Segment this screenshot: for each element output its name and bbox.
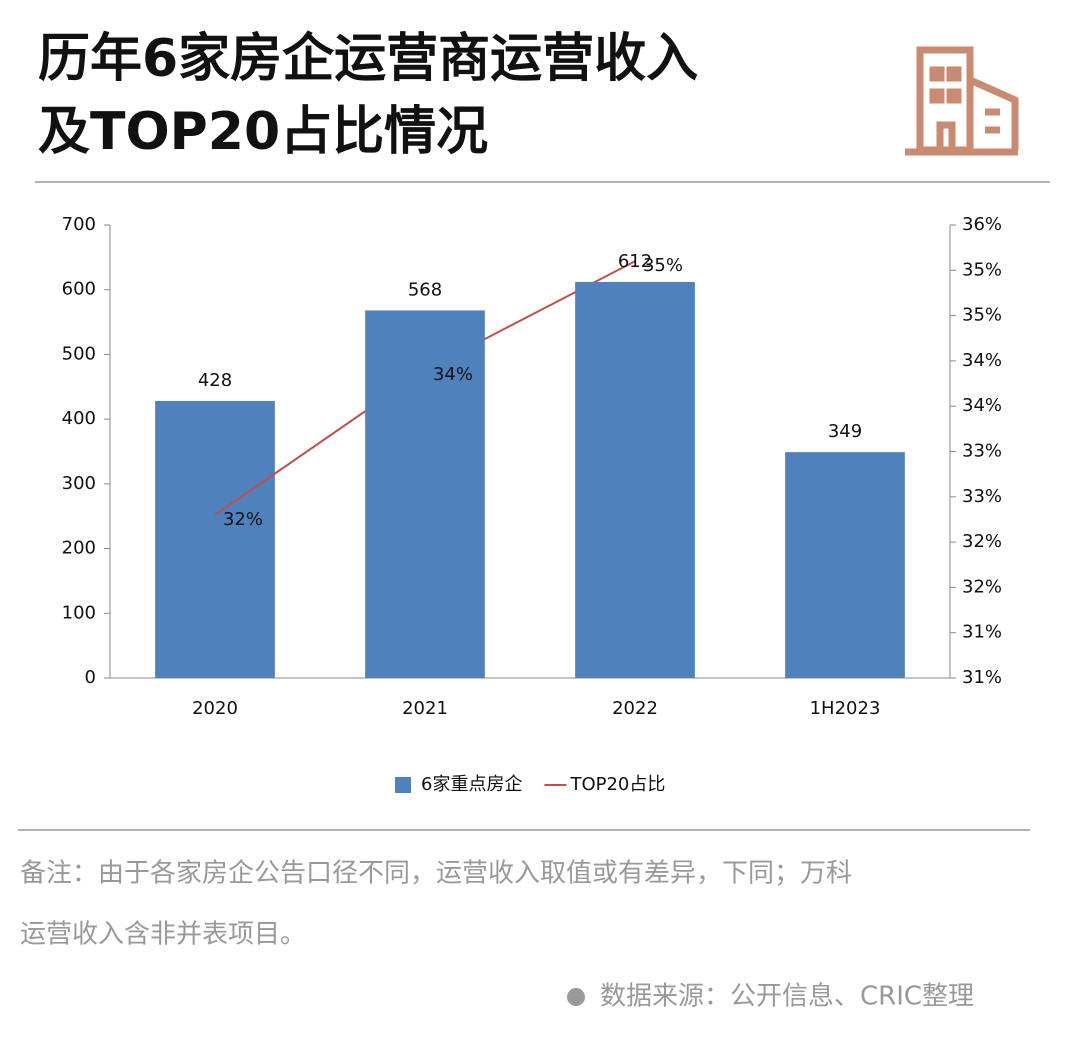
y-tick-label: 200 — [62, 538, 96, 559]
bar — [785, 452, 905, 678]
y-tick-label: 300 — [62, 473, 96, 494]
x-tick-label: 2022 — [612, 698, 658, 719]
note: 备注：由于各家房企公告口径不同，运营收入取值或有差异，下同；万科 — [20, 859, 852, 889]
x-tick-label: 2021 — [402, 698, 448, 719]
y-tick-label: 600 — [62, 279, 96, 300]
y2-tick-label: 34% — [962, 395, 1002, 416]
note: 运营收入含非并表项目。 — [20, 920, 306, 950]
y2-tick-label: 35% — [962, 259, 1002, 280]
data-label: 349 — [828, 421, 862, 442]
y2-tick-label: 36% — [962, 214, 1002, 235]
bar — [365, 310, 485, 678]
data-label: 32% — [223, 509, 263, 530]
y2-tick-label: 31% — [962, 667, 1002, 688]
y2-tick-label: 31% — [962, 622, 1002, 643]
building-icon — [905, 46, 1019, 156]
data-label: 35% — [643, 255, 683, 276]
y2-tick-label: 35% — [962, 305, 1002, 326]
bar — [575, 281, 695, 678]
y-tick-label: 400 — [62, 408, 96, 429]
legend-label: 6家重点房企 — [421, 774, 522, 795]
legend-label: TOP20占比 — [569, 774, 665, 795]
y-tick-label: 500 — [62, 343, 96, 364]
y-tick-label: 0 — [85, 667, 96, 688]
x-tick-label: 2020 — [192, 698, 238, 719]
chart-title: 及TOP20占比情况 — [38, 102, 488, 162]
x-tick-label: 1H2023 — [810, 698, 881, 719]
y2-tick-label: 33% — [962, 486, 1002, 507]
data-label: 568 — [408, 279, 442, 300]
bar — [155, 401, 275, 678]
data-label: 612 — [618, 251, 652, 272]
source: 数据来源：公开信息、CRIC整理 — [600, 982, 974, 1012]
chart-title: 历年6家房企运营商运营收入 — [38, 29, 698, 89]
y-tick-label: 700 — [62, 214, 96, 235]
data-label: 428 — [198, 370, 232, 391]
y2-tick-label: 32% — [962, 576, 1002, 597]
y-tick-label: 100 — [62, 602, 96, 623]
y2-tick-label: 34% — [962, 350, 1002, 371]
bullet — [567, 988, 585, 1006]
legend-swatch — [395, 777, 411, 793]
y2-tick-label: 33% — [962, 441, 1002, 462]
y2-tick-label: 32% — [962, 531, 1002, 552]
data-label: 34% — [433, 364, 473, 385]
